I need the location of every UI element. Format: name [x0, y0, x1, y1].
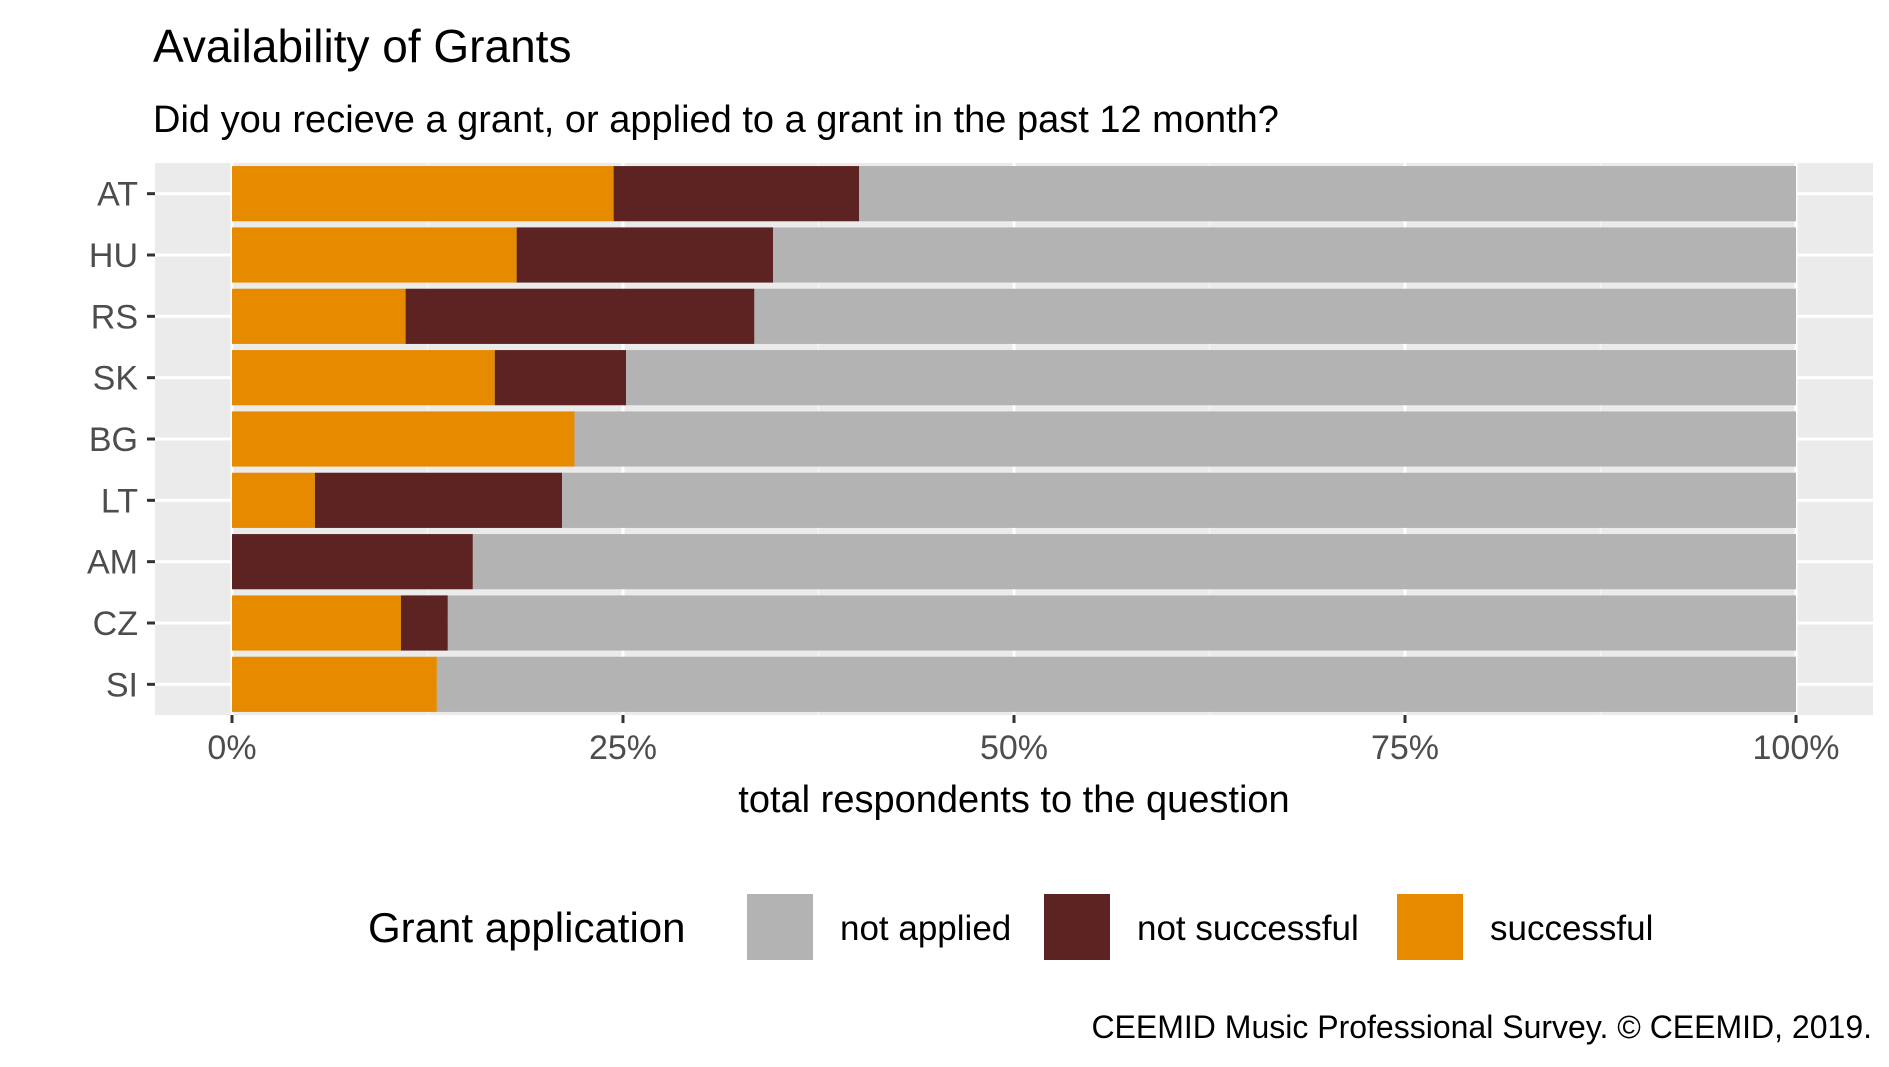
y-tick-label: SK: [93, 360, 139, 398]
bar-at-successful: [232, 166, 614, 222]
legend-key-successful: [1395, 892, 1465, 962]
bar-hu-successful: [232, 227, 517, 283]
bar-am-not-successful: [232, 534, 473, 590]
x-tick-label: 0%: [207, 729, 256, 767]
legend-title: Grant application: [368, 904, 686, 951]
x-tick-label: 25%: [589, 729, 657, 767]
bar-cz-successful: [232, 595, 401, 651]
chart-caption: CEEMID Music Professional Survey. © CEEM…: [1091, 1009, 1872, 1045]
chart-subtitle: Did you recieve a grant, or applied to a…: [153, 99, 1279, 141]
y-tick-label: SI: [106, 666, 138, 704]
bar-cz-not-applied: [447, 595, 1796, 651]
legend: Grant application not applied not success…: [368, 892, 1653, 962]
bar-cz-not-successful: [400, 595, 448, 651]
y-tick-label: AM: [87, 544, 138, 582]
x-tick-label: 100%: [1753, 729, 1840, 767]
bar-am-not-applied: [472, 534, 1797, 590]
chart-title: Availability of Grants: [153, 20, 571, 72]
legend-label-successful: successful: [1490, 909, 1653, 948]
bar-rs-successful: [232, 288, 406, 344]
y-tick-label: BG: [89, 421, 138, 459]
x-tick-label: 50%: [980, 729, 1048, 767]
bar-lt-successful: [232, 472, 315, 528]
bar-sk-not-successful: [494, 350, 627, 406]
legend-label-not-successful: not successful: [1137, 909, 1359, 948]
bar-hu-not-successful: [516, 227, 774, 283]
bar-at-not-applied: [859, 166, 1796, 222]
bar-rs-not-applied: [754, 288, 1796, 344]
x-tick-label: 75%: [1371, 729, 1439, 767]
y-axis: AT HU RS SK BG LT AM CZ SI: [87, 176, 155, 704]
bar-at-not-successful: [613, 166, 860, 222]
bars: [232, 166, 1797, 712]
bar-rs-not-successful: [405, 288, 755, 344]
y-tick-label: HU: [89, 237, 138, 275]
x-axis-title: total respondents to the question: [738, 779, 1289, 821]
bar-sk-not-applied: [626, 350, 1797, 406]
y-tick-label: AT: [97, 176, 138, 214]
legend-key-not-successful: [1042, 892, 1112, 962]
y-tick-label: CZ: [93, 605, 138, 643]
bar-lt-not-applied: [562, 472, 1796, 528]
legend-key-not-applied: [745, 892, 815, 962]
x-axis: 0% 25% 50% 75% 100%: [207, 715, 1839, 767]
bar-bg-successful: [232, 411, 575, 467]
bar-si-successful: [232, 656, 437, 712]
bar-lt-not-successful: [314, 472, 563, 528]
y-tick-label: RS: [91, 298, 138, 336]
legend-label-not-applied: not applied: [840, 909, 1011, 948]
bar-bg-not-applied: [574, 411, 1796, 467]
bar-hu-not-applied: [773, 227, 1796, 283]
bar-sk-successful: [232, 350, 495, 406]
y-tick-label: LT: [101, 482, 138, 520]
bar-si-not-applied: [436, 656, 1796, 712]
